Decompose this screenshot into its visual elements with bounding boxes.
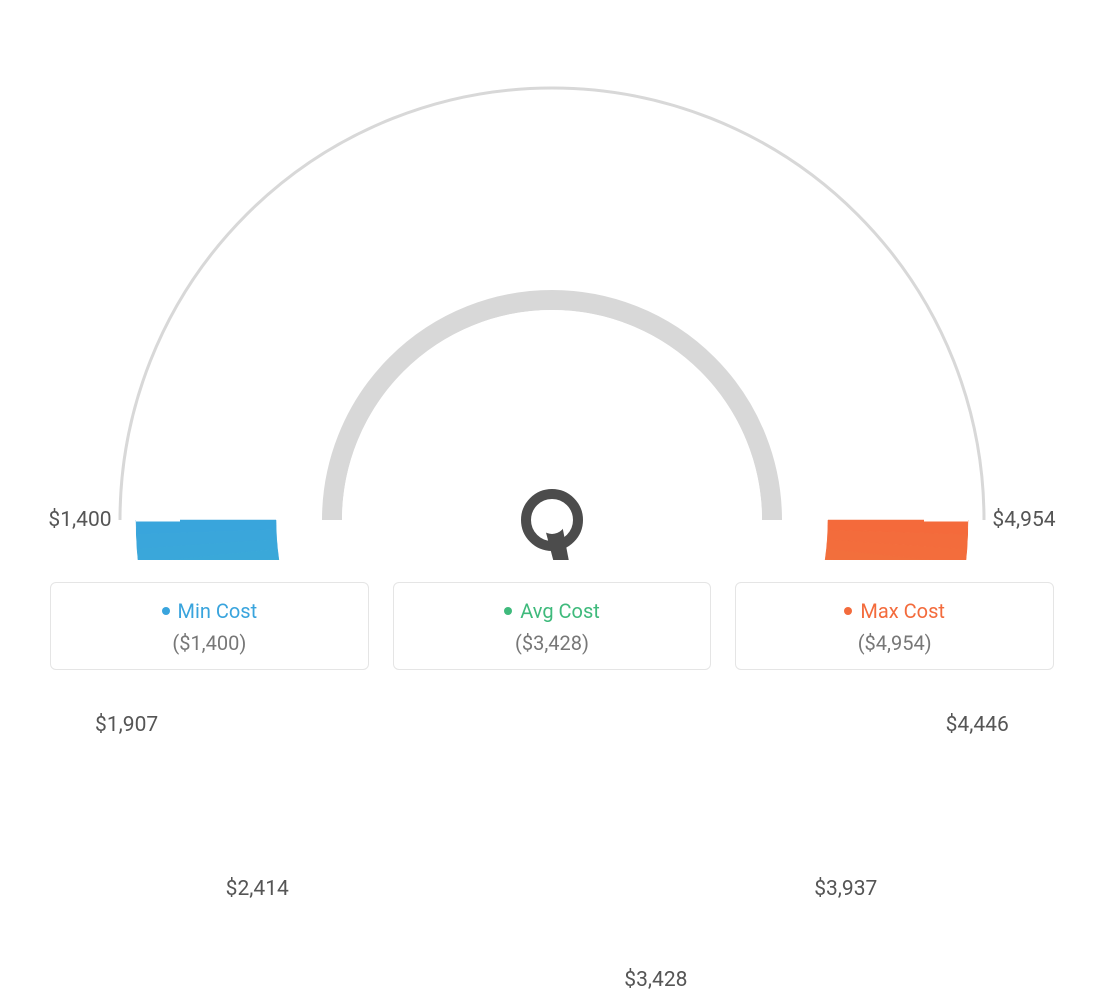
- gauge-tick-label: $3,428: [624, 968, 687, 992]
- gauge-tick-label: $3,937: [814, 877, 877, 901]
- gauge-tick-label: $4,446: [946, 713, 1009, 737]
- gauge-tick-label: $1,400: [48, 508, 111, 532]
- cost-gauge-container: $1,400$1,907$2,414$3,428$3,937$4,446$4,9…: [0, 0, 1104, 690]
- gauge-svg: [0, 0, 1104, 560]
- legend-dot-avg: [504, 607, 512, 615]
- legend-dot-min: [162, 607, 170, 615]
- legend-value-avg: ($3,428): [404, 631, 701, 655]
- legend-title-max: Max Cost: [844, 599, 945, 623]
- legend-value-min: ($1,400): [61, 631, 358, 655]
- legend-value-max: ($4,954): [746, 631, 1043, 655]
- legend-label-avg: Avg Cost: [520, 599, 600, 623]
- legend-card-avg: Avg Cost ($3,428): [393, 582, 712, 670]
- legend-title-avg: Avg Cost: [504, 599, 600, 623]
- legend-label-min: Min Cost: [178, 599, 258, 623]
- legend-card-min: Min Cost ($1,400): [50, 582, 369, 670]
- gauge-tick-label: $1,907: [95, 713, 158, 737]
- legend-label-max: Max Cost: [860, 599, 945, 623]
- legend-dot-max: [844, 607, 852, 615]
- legend-card-max: Max Cost ($4,954): [735, 582, 1054, 670]
- legend-row: Min Cost ($1,400) Avg Cost ($3,428) Max …: [50, 582, 1054, 670]
- gauge-tick-label: $4,954: [992, 508, 1055, 532]
- gauge-chart: $1,400$1,907$2,414$3,428$3,937$4,446$4,9…: [0, 0, 1104, 560]
- gauge-tick-label: $2,414: [226, 877, 289, 901]
- legend-title-min: Min Cost: [162, 599, 258, 623]
